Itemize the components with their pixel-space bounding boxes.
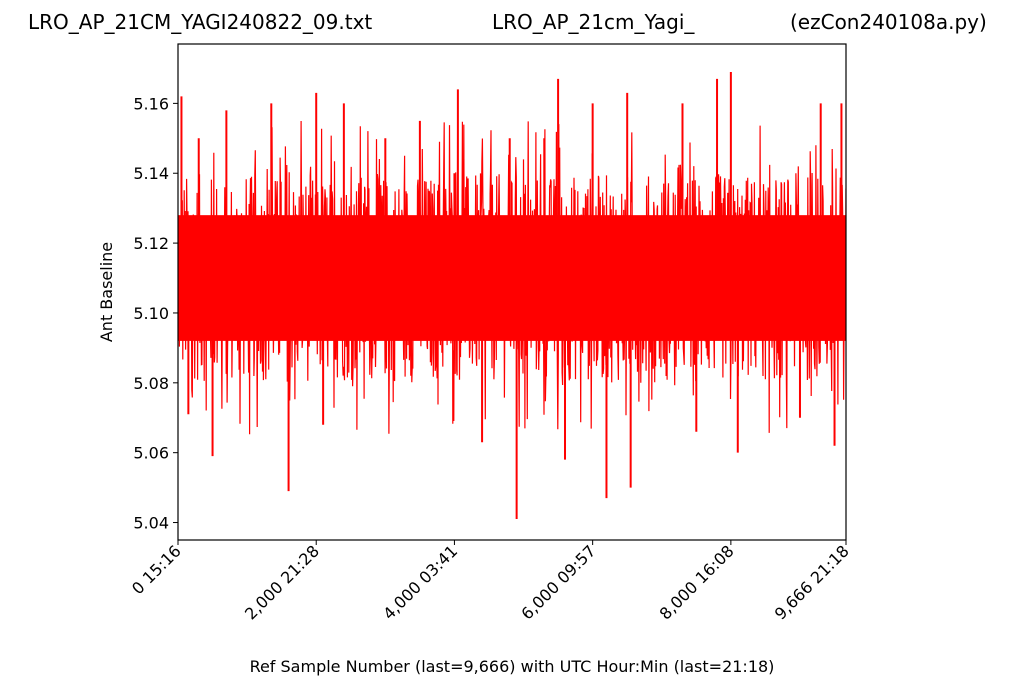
chart-title-right: (ezCon240108a.py): [790, 10, 987, 34]
y-tick-label: 5.04: [133, 514, 169, 533]
y-tick-label: 5.16: [133, 94, 169, 113]
series-layer: [178, 71, 846, 520]
y-axis-label: Ant Baseline: [97, 242, 116, 342]
y-tick-label: 5.14: [133, 164, 169, 183]
y-tick-label: 5.12: [133, 234, 169, 253]
y-axis: 5.04 5.06 5.08 5.10 5.12 5.14 5.16: [133, 94, 178, 533]
x-tick-label: 8,000 16:08: [656, 541, 738, 623]
y-tick-label: 5.06: [133, 444, 169, 463]
series-line: [178, 71, 846, 520]
y-tick-label: 5.08: [133, 374, 169, 393]
x-tick-label: 0 15:16: [128, 541, 185, 598]
x-axis-label: Ref Sample Number (last=9,666) with UTC …: [250, 657, 775, 676]
y-tick-label: 5.10: [133, 304, 169, 323]
chart-title-left: LRO_AP_21CM_YAGI240822_09.txt: [28, 10, 373, 34]
x-tick-label: 6,000 09:57: [517, 541, 599, 623]
x-tick-label: 2,000 21:28: [241, 541, 323, 623]
chart-title-center: LRO_AP_21cm_Yagi_: [492, 10, 695, 34]
x-axis: 0 15:16 2,000 21:28 4,000 03:41 6,000 09:57…: [128, 540, 853, 623]
x-tick-label: 9,666 21:18: [771, 541, 853, 623]
plot-frame: [177, 43, 847, 541]
series-dense-band: [178, 215, 846, 341]
x-tick-label: 4,000 03:41: [379, 541, 461, 623]
